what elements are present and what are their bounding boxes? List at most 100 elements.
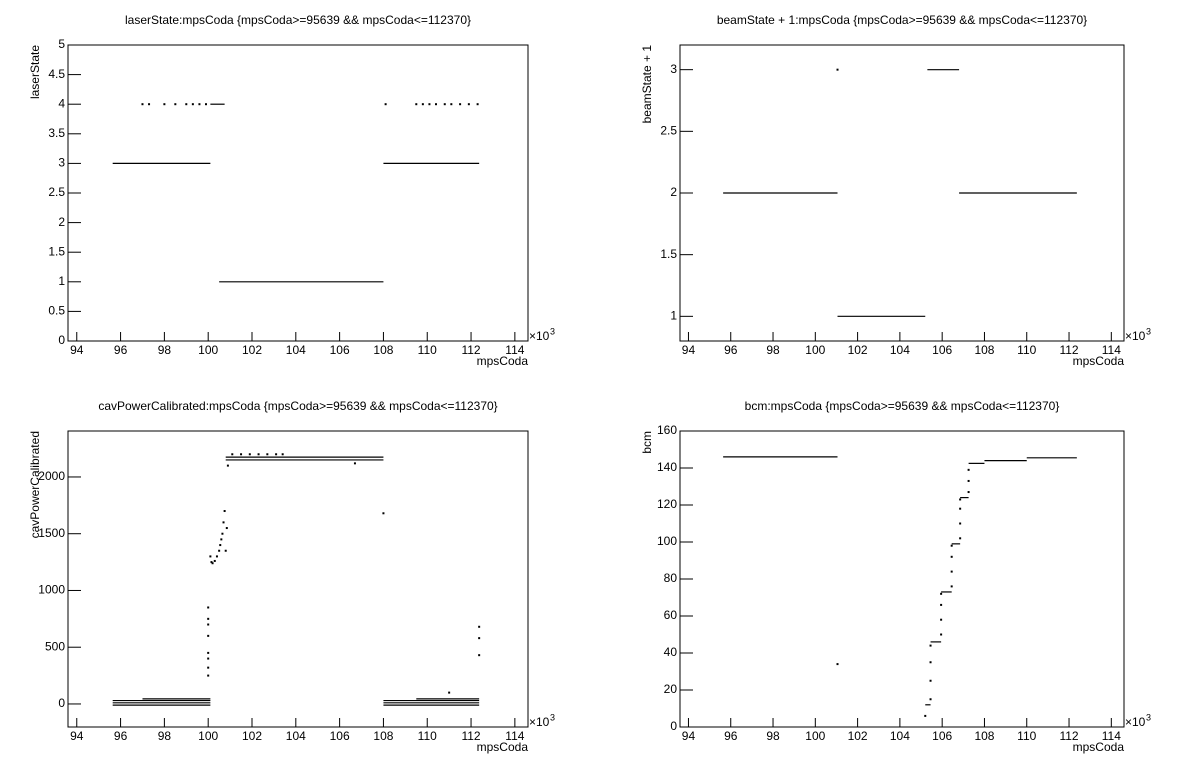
y-tick-label: 2000 (38, 469, 65, 483)
data-point (220, 538, 223, 541)
y-tick-label: 160 (657, 423, 677, 437)
data-point (210, 561, 213, 564)
plot-frame (67, 44, 529, 342)
x-axis-factor-power: 3 (550, 326, 555, 336)
data-point (185, 103, 188, 106)
x-tick-label: 96 (724, 729, 738, 743)
x-tick-label: 104 (890, 343, 910, 357)
y-tick-label: 500 (45, 639, 65, 653)
data-point (207, 674, 210, 677)
x-tick-label: 114 (1102, 729, 1121, 743)
x-axis-factor-power: 3 (550, 712, 555, 722)
x-tick-label: 102 (242, 729, 262, 743)
chart-title: beamState + 1:mpsCoda {mpsCoda>=95639 &&… (717, 13, 1087, 27)
x-tick-label: 112 (1059, 729, 1078, 743)
x-tick-label: 100 (805, 729, 825, 743)
x-tick-label: 110 (418, 729, 437, 743)
data-point (950, 585, 953, 588)
y-tick-label: 140 (657, 460, 677, 474)
data-point (450, 103, 453, 106)
data-point (435, 103, 437, 106)
data-point (257, 453, 260, 456)
x-axis-factor: ×10 (529, 329, 550, 343)
data-point (940, 618, 943, 621)
data-point (207, 634, 210, 637)
x-tick-label: 110 (1017, 343, 1036, 357)
data-point (478, 654, 481, 657)
y-axis-label: laserState (28, 45, 42, 99)
x-axis-factor: ×10 (1125, 329, 1146, 343)
x-tick-label: 112 (461, 343, 480, 357)
x-tick-label: 96 (724, 343, 738, 357)
data-point (421, 103, 424, 106)
y-tick-label: 3.5 (48, 126, 65, 140)
data-point (213, 559, 216, 562)
data-point (224, 549, 227, 552)
chart-title: bcm:mpsCoda {mpsCoda>=95639 && mpsCoda<=… (745, 399, 1060, 413)
data-point (163, 103, 166, 106)
x-tick-label: 108 (373, 343, 393, 357)
data-point (207, 666, 210, 669)
data-point (275, 453, 278, 456)
data-point (967, 491, 970, 494)
data-point (448, 691, 451, 694)
data-point (940, 603, 943, 606)
x-tick-label: 102 (242, 343, 262, 357)
data-point (384, 103, 387, 106)
x-tick-label: 104 (286, 343, 306, 357)
x-tick-label: 100 (198, 343, 218, 357)
x-tick-label: 106 (330, 729, 350, 743)
y-tick-label: 2.5 (660, 124, 677, 138)
data-point (223, 510, 226, 513)
data-point (141, 103, 144, 106)
y-tick-label: 1500 (38, 526, 65, 540)
y-tick-label: 5 (58, 37, 65, 51)
y-tick-label: 120 (657, 497, 677, 511)
x-tick-label: 112 (1059, 343, 1078, 357)
x-tick-label: 106 (330, 343, 350, 357)
y-tick-label: 0 (670, 719, 677, 733)
y-tick-label: 1 (58, 274, 65, 288)
y-tick-label: 1 (670, 309, 677, 323)
x-tick-label: 114 (505, 729, 524, 743)
data-point (209, 555, 212, 558)
x-tick-label: 98 (158, 343, 172, 357)
plot-frame (679, 430, 1125, 728)
x-tick-label: 94 (70, 729, 84, 743)
data-point (478, 625, 481, 628)
x-tick-label: 102 (848, 343, 868, 357)
x-tick-label: 96 (114, 729, 128, 743)
data-point (207, 606, 210, 609)
plot-frame (67, 430, 529, 728)
x-tick-label: 100 (198, 729, 218, 743)
data-point (476, 103, 479, 106)
x-tick-label: 110 (418, 343, 437, 357)
x-tick-label: 106 (932, 729, 952, 743)
x-axis-factor: ×10 (1125, 715, 1146, 729)
x-tick-label: 114 (505, 343, 524, 357)
data-point (478, 637, 481, 640)
x-tick-label: 108 (974, 729, 994, 743)
y-tick-label: 1000 (38, 583, 65, 597)
x-tick-label: 104 (890, 729, 910, 743)
data-point (967, 468, 970, 471)
data-point (207, 617, 210, 620)
x-tick-label: 108 (974, 343, 994, 357)
data-point (248, 453, 251, 456)
y-axis-label: bcm (640, 431, 654, 454)
x-axis-factor-power: 3 (1146, 326, 1151, 336)
y-tick-label: 60 (664, 608, 678, 622)
x-axis-label: mpsCoda (1073, 354, 1125, 368)
y-tick-label: 3 (670, 62, 677, 76)
x-tick-label: 98 (766, 343, 780, 357)
data-point (428, 103, 431, 106)
x-tick-label: 102 (848, 729, 868, 743)
y-tick-label: 2 (58, 215, 65, 229)
data-point (198, 103, 201, 106)
data-point (207, 651, 210, 654)
data-point (967, 479, 970, 482)
y-axis-label: cavPowerCalibrated (28, 431, 42, 538)
data-point (836, 68, 839, 71)
data-point (353, 462, 356, 465)
data-point (467, 103, 470, 106)
